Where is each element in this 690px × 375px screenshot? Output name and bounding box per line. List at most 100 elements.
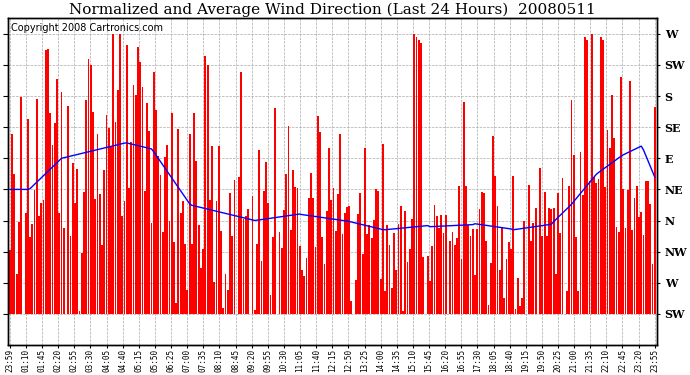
Bar	[638, 217, 640, 314]
Bar	[629, 81, 631, 314]
Bar	[355, 280, 357, 314]
Bar	[324, 264, 325, 314]
Bar	[247, 209, 249, 314]
Bar	[110, 147, 112, 314]
Bar	[571, 100, 573, 314]
Bar	[261, 261, 262, 314]
Bar	[404, 211, 406, 314]
Bar	[288, 126, 289, 314]
Bar	[191, 244, 193, 314]
Bar	[108, 128, 110, 314]
Bar	[566, 291, 568, 314]
Bar	[337, 194, 339, 314]
Bar	[218, 146, 219, 314]
Bar	[150, 223, 152, 314]
Bar	[14, 174, 15, 314]
Bar	[633, 198, 635, 314]
Bar	[413, 34, 415, 314]
Bar	[184, 244, 186, 314]
Bar	[483, 193, 485, 314]
Bar	[90, 65, 92, 314]
Bar	[627, 190, 629, 314]
Bar	[607, 130, 609, 314]
Bar	[189, 134, 190, 314]
Bar	[245, 216, 247, 314]
Bar	[326, 211, 328, 314]
Bar	[427, 256, 428, 314]
Bar	[458, 186, 460, 314]
Bar	[510, 249, 512, 314]
Bar	[651, 264, 653, 314]
Bar	[227, 290, 228, 314]
Bar	[553, 208, 555, 314]
Bar	[81, 253, 83, 314]
Bar	[47, 49, 49, 314]
Bar	[618, 232, 620, 314]
Bar	[440, 215, 442, 314]
Bar	[451, 232, 453, 314]
Bar	[45, 50, 47, 314]
Bar	[179, 213, 181, 314]
Bar	[20, 97, 22, 314]
Bar	[177, 129, 179, 314]
Bar	[551, 209, 552, 314]
Bar	[130, 142, 132, 314]
Bar	[135, 95, 137, 314]
Bar	[613, 138, 615, 314]
Bar	[322, 237, 323, 314]
Bar	[503, 298, 505, 314]
Bar	[535, 209, 537, 314]
Bar	[476, 230, 478, 314]
Text: Copyright 2008 Cartronics.com: Copyright 2008 Cartronics.com	[11, 23, 163, 33]
Bar	[582, 195, 584, 314]
Bar	[546, 236, 548, 314]
Bar	[344, 213, 346, 314]
Bar	[549, 208, 550, 314]
Bar	[283, 210, 285, 314]
Bar	[499, 270, 500, 314]
Bar	[229, 193, 231, 314]
Bar	[263, 191, 265, 314]
Bar	[72, 164, 74, 314]
Bar	[501, 228, 503, 314]
Bar	[420, 43, 422, 314]
Bar	[9, 250, 11, 314]
Bar	[141, 87, 144, 314]
Bar	[126, 45, 128, 314]
Bar	[88, 59, 90, 314]
Bar	[515, 309, 516, 314]
Bar	[454, 244, 455, 314]
Bar	[558, 193, 559, 314]
Bar	[461, 259, 462, 314]
Bar	[77, 169, 78, 314]
Bar	[368, 225, 371, 314]
Bar	[99, 194, 101, 314]
Bar	[449, 241, 451, 314]
Bar	[366, 234, 368, 314]
Bar	[615, 227, 618, 314]
Bar	[445, 215, 446, 314]
Bar	[137, 47, 139, 314]
Bar	[645, 181, 647, 314]
Bar	[139, 63, 141, 314]
Bar	[168, 221, 170, 314]
Bar	[146, 103, 148, 314]
Bar	[569, 186, 570, 314]
Bar	[317, 116, 319, 314]
Bar	[112, 34, 114, 314]
Bar	[304, 276, 305, 314]
Bar	[555, 274, 557, 314]
Bar	[106, 116, 108, 314]
Bar	[544, 192, 546, 314]
Bar	[346, 207, 348, 314]
Bar	[186, 291, 188, 314]
Bar	[104, 170, 105, 314]
Bar	[490, 264, 491, 314]
Bar	[38, 216, 40, 314]
Bar	[290, 231, 292, 314]
Title: Normalized and Average Wind Direction (Last 24 Hours)  20080511: Normalized and Average Wind Direction (L…	[69, 3, 595, 17]
Bar	[402, 311, 404, 314]
Bar	[640, 213, 642, 314]
Bar	[575, 237, 577, 314]
Bar	[220, 231, 222, 314]
